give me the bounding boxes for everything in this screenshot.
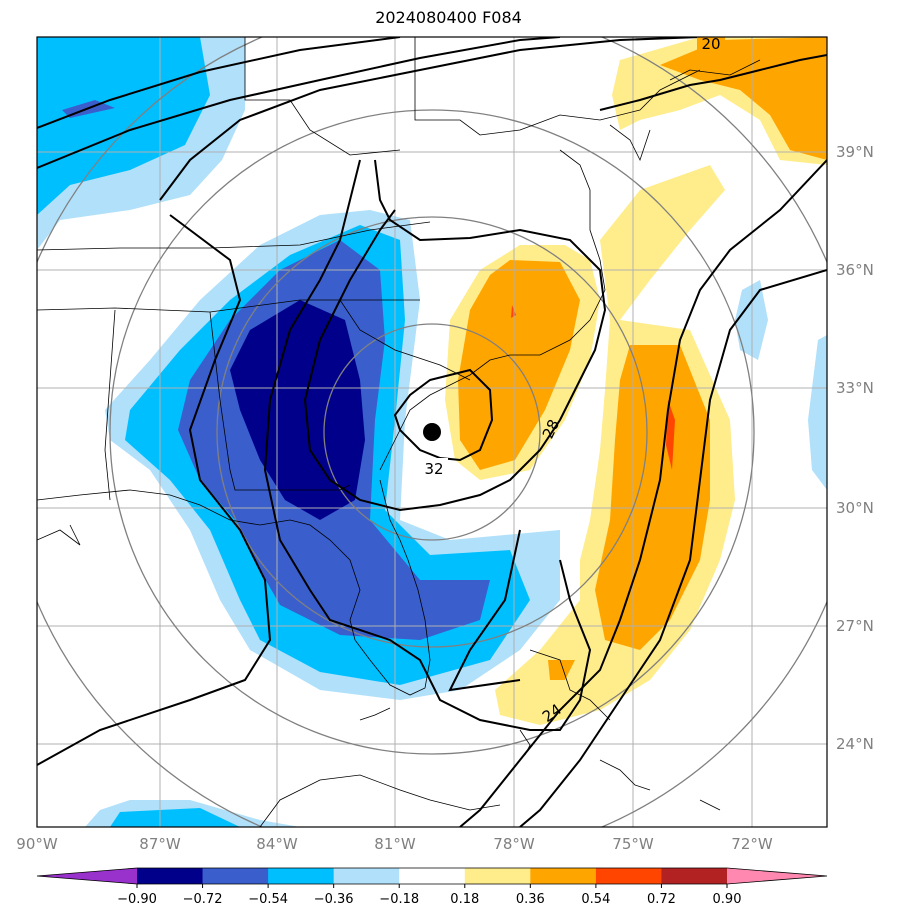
colorbar-segment [595, 868, 662, 884]
contour-label-bg-32 [420, 458, 448, 478]
positive-anomaly-field [445, 37, 827, 725]
negative-anomaly-field [37, 37, 827, 827]
colorbar-segment [333, 868, 400, 884]
colorbar-segment [202, 868, 269, 884]
pos-mid-band [595, 345, 710, 650]
plot-area: 20 28 32 24 [37, 35, 827, 827]
height-contours [37, 37, 827, 827]
colorbar-tick-label: 0.54 [581, 892, 610, 907]
contour-label-32: 32 [424, 460, 443, 478]
coastlines-borders [37, 37, 761, 827]
colorbar-tick-label: 0.90 [713, 892, 742, 907]
lon-label: 84°W [256, 835, 298, 853]
colorbar-tick-label: 0.36 [516, 892, 545, 907]
graticule [37, 37, 827, 827]
lat-label: 27°N [836, 617, 874, 635]
lon-label: 90°W [16, 835, 58, 853]
lon-label: 72°W [731, 835, 773, 853]
lon-label: 75°W [612, 835, 654, 853]
lat-label: 36°N [836, 261, 874, 279]
neg-strong-main [230, 300, 365, 520]
colorbar-segment [661, 868, 728, 884]
colorbar: −0.90 −0.72 −0.54 −0.36 −0.18 0.18 0.36 0.54 0.7… [36, 867, 828, 907]
lon-label: 78°W [493, 835, 535, 853]
lat-label: 24°N [836, 735, 874, 753]
lat-label: 39°N [836, 143, 874, 161]
colorbar-tick-label: −0.90 [117, 892, 157, 907]
pos-mid-ne [660, 37, 827, 160]
lon-label: 81°W [374, 835, 416, 853]
storm-center-dot [423, 423, 441, 441]
colorbar-tick-label: 0.18 [450, 892, 479, 907]
lat-label: 33°N [836, 379, 874, 397]
colorbar-segment [464, 868, 531, 884]
latitude-axis: 39°N 36°N 33°N 30°N 27°N 24°N [836, 143, 874, 753]
pos-strong-band [666, 400, 675, 470]
pos-mid-central [458, 260, 580, 470]
plot-frame [36, 36, 828, 828]
colorbar-tick-label: −0.36 [314, 892, 354, 907]
colorbar-segment [137, 868, 204, 884]
colorbar-extension-high [727, 868, 827, 884]
contour-label-20: 20 [701, 35, 720, 53]
colorbar-extension-low [37, 868, 137, 884]
lat-label: 30°N [836, 499, 874, 517]
colorbar-tick-label: 0.72 [647, 892, 676, 907]
map-title: 2024080400 F084 [375, 8, 522, 27]
neg-light-east-2 [808, 335, 827, 490]
colorbar-segment [268, 868, 335, 884]
lon-label: 87°W [139, 835, 181, 853]
contour-label-bg-20 [697, 37, 725, 52]
pos-mid-band-south [548, 660, 575, 680]
range-rings [37, 37, 827, 827]
colorbar-segment [399, 868, 466, 884]
neg-mid-sw [110, 808, 240, 827]
colorbar-segment [530, 868, 597, 884]
colorbar-tick-label: −0.18 [379, 892, 419, 907]
colorbar-tick-label: −0.72 [183, 892, 223, 907]
longitude-axis: 90°W 87°W 84°W 81°W 78°W 75°W 72°W [16, 835, 773, 853]
colorbar-tick-label: −0.54 [248, 892, 288, 907]
